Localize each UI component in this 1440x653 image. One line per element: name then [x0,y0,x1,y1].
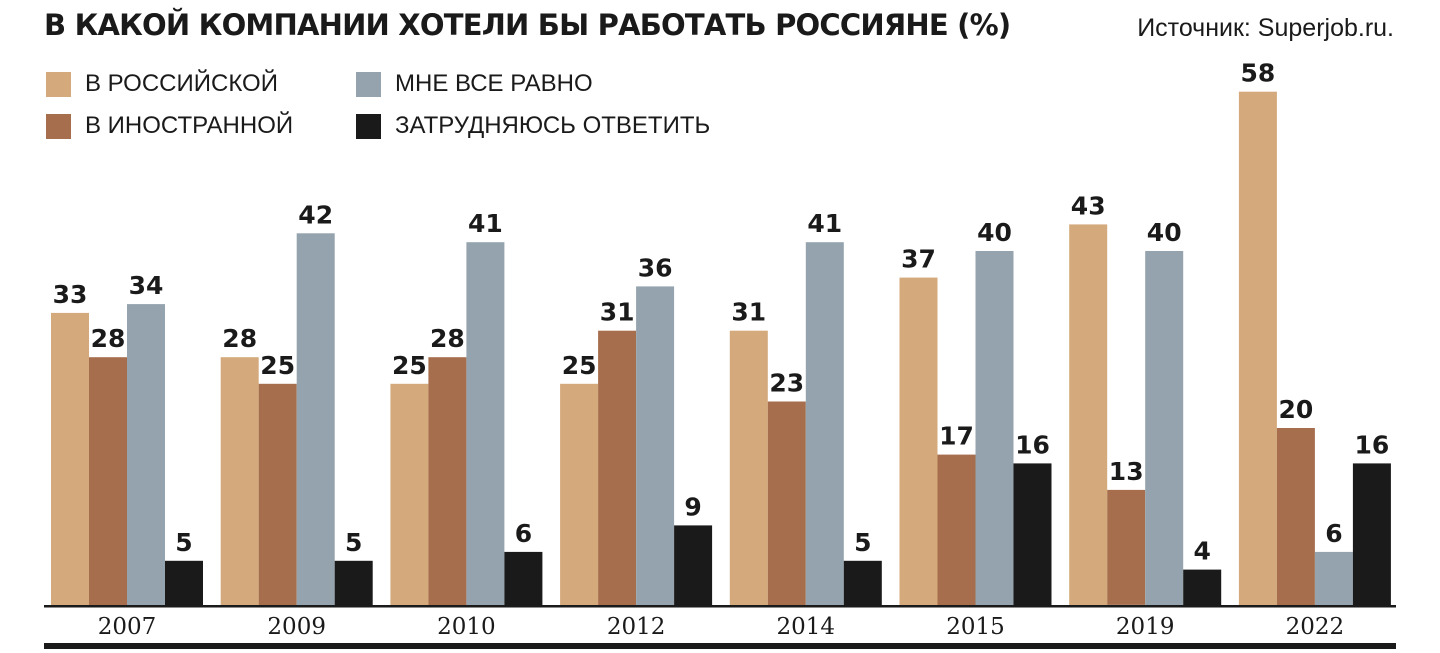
legend-swatch-undecided [356,113,381,139]
legend-item-foreign: В ИНОСТРАННОЙ [46,112,293,140]
bar-2015-s1 [937,454,976,605]
legend-swatch-foreign [46,113,71,139]
source-note: Источник: Superjob.ru. [1137,14,1394,42]
bar-2014-s0 [729,330,768,605]
bar-2007-s3 [165,560,203,606]
data-label-2019-s3: 4 [1193,537,1210,566]
category-label-2022: 2022 [1286,614,1345,640]
data-label-2010-s3: 6 [515,519,532,548]
bar-2009-s2 [296,233,335,606]
legend-label-russian: В РОССИЙСКОЙ [85,70,278,97]
data-label-2014-s2: 41 [807,209,842,238]
category-label-2009: 2009 [267,614,326,640]
data-label-2022-s2: 6 [1325,519,1342,548]
data-label-2015-s1: 17 [939,422,974,451]
bar-2022-s0 [1238,91,1277,605]
bar-2009-s3 [334,560,373,606]
legend-label-indifferent: МНЕ ВСЕ РАВНО [395,70,593,97]
data-label-2012-s1: 31 [600,298,635,327]
data-label-2009-s0: 28 [222,324,257,353]
bar-2015-s2 [975,251,1014,605]
data-label-2022-s3: 16 [1355,430,1390,459]
bar-2012-s1 [598,330,637,605]
data-label-2015-s2: 40 [977,218,1012,247]
data-label-2012-s0: 25 [562,351,597,380]
data-label-2019-s1: 13 [1109,457,1144,486]
category-label-2007: 2007 [98,614,157,640]
bar-2019-s3 [1183,569,1222,605]
bar-2014-s3 [843,560,882,606]
data-label-2012-s2: 36 [638,253,673,282]
category-label-2010: 2010 [437,614,496,640]
data-label-2014-s1: 23 [769,369,804,398]
bar-2019-s2 [1145,251,1184,605]
bar-2019-s0 [1069,224,1108,605]
data-label-2007-s1: 28 [91,324,126,353]
data-label-2019-s0: 43 [1071,191,1106,220]
data-label-2014-s3: 5 [854,528,871,557]
data-label-2022-s1: 20 [1279,395,1314,424]
chart-title: В КАКОЙ КОМПАНИИ ХОТЕЛИ БЫ РАБОТАТЬ РОСС… [44,8,1011,42]
data-label-2012-s3: 9 [684,492,701,521]
bar-2022-s2 [1314,551,1353,605]
legend-swatch-indifferent [356,71,381,97]
data-label-2007-s2: 34 [129,271,164,300]
data-label-2010-s0: 25 [392,351,427,380]
data-label-2009-s2: 42 [298,200,333,229]
legend-label-foreign: В ИНОСТРАННОЙ [85,112,294,139]
bar-2014-s1 [767,401,806,605]
bar-2022-s1 [1276,428,1315,605]
category-label-2015: 2015 [946,614,1005,640]
data-label-2019-s2: 40 [1147,218,1182,247]
data-label-2010-s1: 28 [430,324,465,353]
data-label-2007-s3: 5 [175,528,192,557]
category-label-2012: 2012 [607,614,666,640]
data-label-2014-s0: 31 [731,298,766,327]
bar-2022-s3 [1352,463,1391,605]
category-label-2014: 2014 [777,614,836,640]
data-label-2015-s0: 37 [901,245,936,274]
bar-2007-s1 [89,357,127,605]
bar-2012-s0 [560,383,599,606]
bar-2010-s1 [428,357,467,605]
category-label-2019: 2019 [1116,614,1175,640]
bar-2007-s2 [127,304,165,605]
bottom-rule [44,643,1396,649]
data-label-2022-s0: 58 [1241,59,1276,88]
bar-2010-s3 [504,551,543,605]
bar-2012-s3 [674,525,713,605]
bar-2010-s2 [466,242,505,605]
bar-2012-s2 [636,286,675,605]
bar-2007-s0 [51,312,89,605]
bar-2009-s0 [220,357,259,605]
legend-item-russian: В РОССИЙСКОЙ [46,70,278,98]
bar-2015-s3 [1013,463,1052,605]
bar-2010-s0 [390,383,429,606]
legend-item-indifferent: МНЕ ВСЕ РАВНО [356,70,593,98]
legend-swatch-russian [46,71,71,97]
data-label-2009-s1: 25 [260,351,295,380]
bar-2019-s1 [1107,489,1146,605]
data-label-2007-s0: 33 [53,280,88,309]
x-axis-line [44,605,1396,608]
data-label-2015-s3: 16 [1015,430,1050,459]
bar-2015-s0 [899,277,938,605]
legend-item-undecided: ЗАТРУДНЯЮСЬ ОТВЕТИТЬ [356,112,710,140]
legend-label-undecided: ЗАТРУДНЯЮСЬ ОТВЕТИТЬ [395,112,711,139]
data-label-2010-s2: 41 [468,209,503,238]
data-label-2009-s3: 5 [345,528,362,557]
bar-2014-s2 [805,242,844,605]
bar-2009-s1 [258,383,297,606]
